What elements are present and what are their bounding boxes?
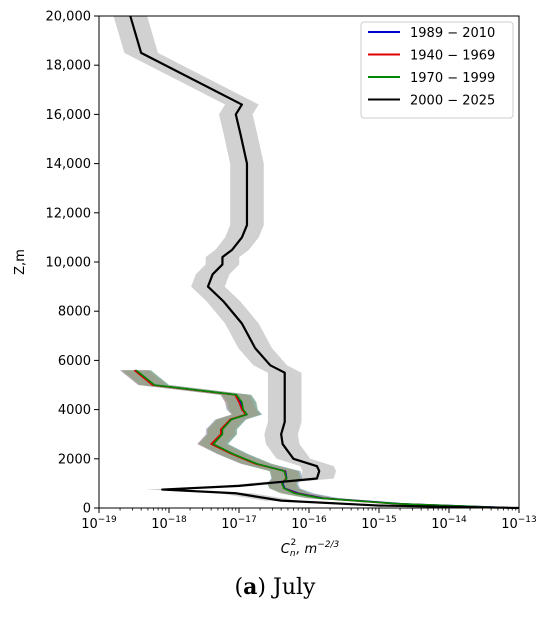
- x-tick-label: 10−19: [81, 515, 117, 532]
- y-tick-label: 4000: [58, 403, 91, 418]
- band-2: [120, 370, 519, 508]
- legend-label-3: 1970 − 1999: [410, 71, 495, 86]
- legend-label-4: 2000 − 2025: [410, 94, 495, 109]
- legend-label-1: 1989 − 2010: [410, 26, 495, 41]
- x-tick-label: 10−17: [221, 515, 257, 532]
- y-tick-label: 12,000: [46, 206, 92, 221]
- x-axis-label-unit-sup: −2/3: [317, 540, 339, 550]
- band-1: [119, 370, 520, 508]
- y-tick-label: 20,000: [46, 10, 92, 25]
- x-axis-ticks: 10−19 10−18 10−17 10−16 10−15 10−14 10−13: [81, 508, 537, 532]
- band-4: [113, 16, 519, 508]
- series-lines: [129, 15, 520, 510]
- uncertainty-bands: [113, 16, 520, 508]
- y-tick-label: 6000: [58, 354, 91, 369]
- y-tick-label: 18,000: [46, 59, 92, 74]
- y-tick-label: 2000: [58, 452, 91, 467]
- legend-box: [360, 21, 514, 119]
- x-tick-label: 10−14: [431, 515, 467, 532]
- figure-caption: (a) July: [0, 574, 550, 600]
- caption-text: July: [266, 575, 316, 600]
- legend: 1989 − 2010 1940 − 1969 1970 − 1999 2000 − …: [360, 21, 514, 119]
- x-axis-label-rest: , m: [296, 542, 317, 557]
- y-tick-label: 10,000: [46, 256, 92, 271]
- y-tick-label: 16,000: [46, 108, 92, 123]
- series-line-4: [129, 15, 520, 510]
- y-tick-label: 14,000: [46, 157, 92, 172]
- x-axis-label-sup: 2: [291, 538, 297, 548]
- y-tick-label: 0: [83, 502, 91, 517]
- caption-paren-open: (: [234, 575, 244, 600]
- y-tick-label: 8000: [58, 305, 91, 320]
- x-tick-label: 10−13: [501, 515, 537, 532]
- caption-paren-close: ): [257, 575, 266, 600]
- x-tick-label: 10−16: [291, 515, 327, 532]
- y-axis-label: Z,m: [13, 249, 28, 275]
- y-axis-ticks: 0 2000 4000 6000 8000 10,000 12,000 14,000 16,00…: [46, 10, 99, 517]
- legend-label-2: 1940 − 1969: [410, 49, 495, 64]
- series-line-3: [135, 369, 515, 509]
- band-3: [121, 370, 519, 508]
- caption-letter: a: [243, 574, 258, 600]
- x-axis-label: Cn2, m−2/3: [281, 538, 340, 559]
- x-tick-label: 10−15: [361, 515, 397, 532]
- x-tick-label: 10−18: [151, 515, 187, 532]
- x-axis-label-sub: n: [290, 549, 296, 559]
- x-axis-label-main: C: [281, 542, 291, 557]
